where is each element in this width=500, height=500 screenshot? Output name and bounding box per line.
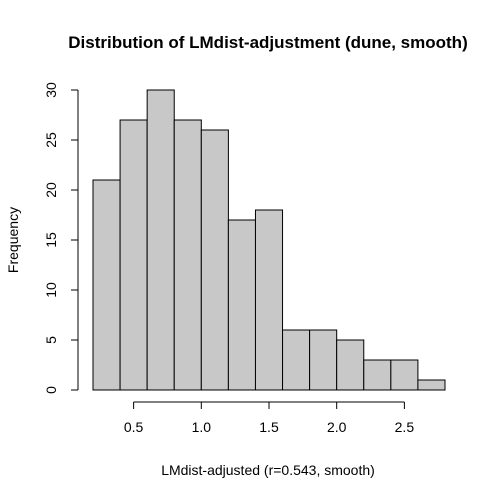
histogram-bar	[390, 359, 419, 391]
chart-title: Distribution of LMdist-adjustment (dune,…	[68, 33, 467, 52]
histogram-bar	[363, 359, 392, 391]
y-tick-label: 10	[43, 282, 59, 298]
histogram-bar	[173, 119, 202, 391]
x-tick-label: 1.0	[192, 419, 212, 435]
histogram-bar	[92, 179, 121, 391]
histogram-bar	[146, 89, 175, 391]
bars-group	[92, 89, 446, 391]
histogram-bar	[227, 219, 256, 391]
y-tick-label: 30	[43, 82, 59, 98]
y-tick-label: 15	[43, 232, 59, 248]
histogram-bar	[336, 339, 365, 391]
y-tick-label: 20	[43, 182, 59, 198]
x-tick-label: 0.5	[124, 419, 144, 435]
x-axis: 0.5 1.0 1.5 2.0 2.5	[124, 401, 415, 435]
x-tick-label: 1.5	[259, 419, 279, 435]
histogram-bar	[119, 119, 148, 391]
x-tick-label: 2.5	[395, 419, 415, 435]
histogram-bar	[254, 209, 284, 391]
histogram-bar	[200, 129, 229, 391]
y-axis: 0 5 10 15 20 25 30	[43, 82, 79, 394]
y-tick-label: 0	[43, 386, 59, 394]
x-tick-label: 2.0	[327, 419, 347, 435]
histogram-bar	[282, 329, 311, 391]
x-axis-label: LMdist-adjusted (r=0.543, smooth)	[161, 462, 375, 478]
y-axis-label: Frequency	[5, 207, 21, 273]
histogram-bar	[417, 379, 446, 391]
y-tick-label: 25	[43, 132, 59, 148]
histogram-bar	[309, 329, 338, 391]
y-tick-label: 5	[43, 336, 59, 344]
